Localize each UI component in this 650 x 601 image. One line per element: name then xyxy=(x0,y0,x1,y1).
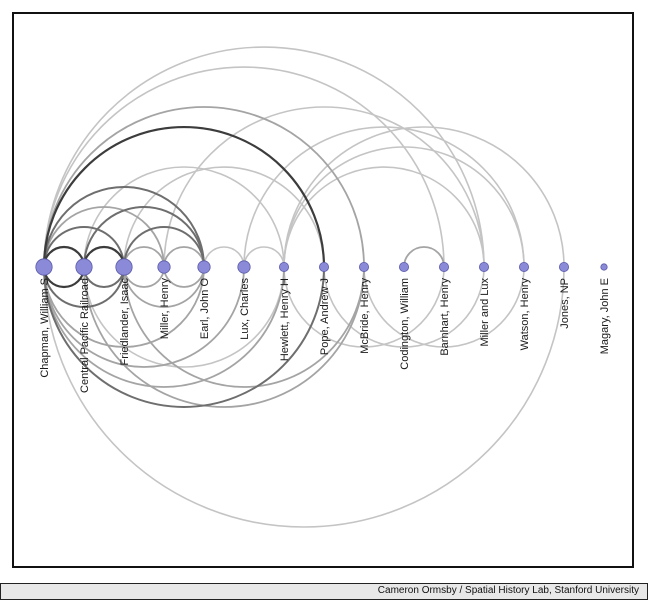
node-circle[interactable] xyxy=(237,260,251,274)
node-circle[interactable] xyxy=(559,261,570,272)
arc-link xyxy=(43,266,565,528)
arc-link xyxy=(43,226,125,268)
arc-link xyxy=(283,126,565,268)
node-label: Miller, Henry xyxy=(159,278,171,340)
node-label: Chapman, William S xyxy=(39,278,51,378)
node-circle[interactable] xyxy=(398,261,409,272)
arc-link xyxy=(43,266,325,408)
arc-link xyxy=(123,226,205,268)
arc-link xyxy=(163,106,485,268)
node-circle[interactable] xyxy=(197,260,211,274)
node-circle[interactable] xyxy=(75,258,93,276)
node-label: Friedlander, Isaac xyxy=(119,278,131,366)
arc-link xyxy=(283,266,445,348)
node-layer xyxy=(35,258,608,276)
arc-link xyxy=(43,266,125,308)
arc-link xyxy=(283,166,485,268)
node-label: Miller and Lux xyxy=(479,278,491,347)
arc-link xyxy=(243,126,525,268)
node-circle[interactable] xyxy=(318,261,329,272)
node-circle[interactable] xyxy=(600,263,608,271)
label-layer: Chapman, William S Central Pacific Railro… xyxy=(39,278,611,393)
arc-link xyxy=(163,266,205,288)
arc-link xyxy=(43,266,285,388)
node-circle[interactable] xyxy=(438,261,449,272)
node-label: Hewlett, Henry H xyxy=(279,278,291,361)
node-label: McBride, Henry xyxy=(359,278,371,354)
arc-link xyxy=(43,186,205,268)
arc-link xyxy=(83,166,285,268)
node-label: Codington, William xyxy=(399,278,411,370)
arc-link xyxy=(243,246,285,268)
arc-layer xyxy=(42,46,565,528)
arc-link xyxy=(123,166,325,268)
arc-link xyxy=(42,125,326,268)
arc-link xyxy=(403,246,445,268)
arc-link xyxy=(323,266,485,348)
node-label: Magary, John E xyxy=(599,278,611,354)
node-label: Jones, NP xyxy=(559,278,571,329)
node-circle[interactable] xyxy=(115,258,133,276)
arc-link xyxy=(43,206,165,268)
arc-link xyxy=(123,266,205,308)
node-label: Central Pacific Railroad xyxy=(79,278,91,393)
arc-link xyxy=(83,206,205,268)
node-circle[interactable] xyxy=(157,260,171,274)
arc-link xyxy=(43,46,485,268)
arc-diagram: Chapman, William S Central Pacific Railro… xyxy=(35,46,611,528)
node-circle[interactable] xyxy=(518,261,529,272)
node-circle[interactable] xyxy=(358,261,369,272)
node-circle[interactable] xyxy=(478,261,489,272)
arc-link xyxy=(203,246,245,268)
credit-bar: Cameron Ormsby / Spatial History Lab, St… xyxy=(0,583,648,600)
arc-link xyxy=(283,146,525,268)
arc-link xyxy=(123,266,365,388)
node-label: Earl, John O xyxy=(199,278,211,340)
arc-link xyxy=(43,266,205,348)
node-label: Watson, Henry xyxy=(519,278,531,351)
node-label: Lux, Charles xyxy=(239,278,251,340)
arc-link xyxy=(83,266,365,408)
arc-link xyxy=(363,266,525,348)
node-label: Barnhart, Henry xyxy=(439,278,451,356)
node-label: Pope, Andrew J xyxy=(319,278,331,355)
diagram-frame: Chapman, William S Central Pacific Railro… xyxy=(12,12,634,568)
credit-text: Cameron Ormsby / Spatial History Lab, St… xyxy=(377,585,639,596)
node-circle[interactable] xyxy=(278,261,289,272)
node-circle[interactable] xyxy=(35,258,53,276)
arc-link xyxy=(43,266,245,368)
arc-link xyxy=(43,106,365,268)
arc-link xyxy=(83,266,285,368)
arc-link xyxy=(163,246,205,268)
